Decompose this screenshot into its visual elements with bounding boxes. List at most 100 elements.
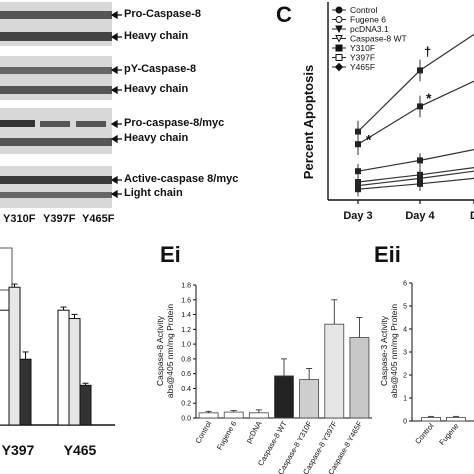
blot-label-heavy-chain-3: Heavy chain: [124, 132, 189, 144]
chart-ei-y-tick-label: 1.2: [181, 327, 191, 334]
chart-c-legend-label: Control: [350, 5, 378, 15]
chart-ei-x-tick-label: Caspase-8 Y397F: [301, 419, 339, 474]
lane-label-y397f: Y397F: [43, 213, 76, 225]
chart-c-annotation-star: *: [366, 131, 372, 147]
chart-ei-x-tick-label: Fugene 6: [215, 420, 239, 452]
chart-ei-bar: [349, 337, 370, 419]
chart-c-legend-marker: [335, 16, 343, 23]
chart-ei-ylabel: Caspase-8 Activity: [155, 315, 165, 386]
chart-d-legend-box: [0, 247, 13, 291]
chart-c-annotation-dagger: †: [424, 44, 431, 59]
chart-ei-y-tick-label: 0.2: [181, 401, 191, 408]
blot-label-light-chain: Light chain: [124, 187, 183, 199]
chart-c-point: [417, 175, 423, 182]
chart-d-bar: [57, 309, 70, 426]
blot-label-heavy-chain-1: Heavy chain: [124, 30, 189, 42]
chart-c-legend-label: Fugene 6: [350, 15, 386, 25]
chart-c-legend-marker: [334, 62, 344, 72]
chart-d-category-label: Y397: [2, 442, 35, 458]
lane-label-y310f: Y310F: [3, 213, 36, 225]
chart-c-axes: Day 3 Day 4 D: [327, 2, 474, 222]
chart-ei-x-tick-label: Caspase-8 Y465F: [326, 419, 364, 474]
lane-label-y465f: Y465F: [82, 213, 115, 225]
chart-ei-x-tick-label: pcDNA: [244, 420, 264, 445]
blot-panel-3: [0, 108, 112, 154]
panel-letter-c: C: [276, 2, 292, 27]
chart-ei-bar: [223, 411, 244, 419]
chart-c-legend-label: pcDNA3.1: [350, 24, 389, 34]
chart-d-bar: [0, 309, 10, 426]
blot-label-heavy-chain-2: Heavy chain: [124, 83, 189, 95]
chart-c-point: [355, 141, 361, 148]
blot-label-py-caspase-8: pY-Caspase-8: [124, 63, 197, 75]
chart-d-bar: [19, 358, 32, 426]
chart-eii-x-tick-label: Control: [413, 421, 436, 446]
chart-c-legend-marker: [335, 44, 343, 52]
chart-eii-y-tick-label: 6: [403, 281, 407, 288]
chart-ei-y-tick-label: 1.6: [181, 297, 191, 304]
chart-c-point: [417, 103, 423, 110]
chart-eii-y-tick-label: 5: [403, 304, 407, 311]
chart-c-series-line: [357, 80, 474, 145]
chart-ei-x-tick-label: Caspase-8 WT: [256, 419, 289, 467]
chart-c-point: [355, 179, 361, 185]
chart-ei-y-tick-label: 0.4: [181, 386, 191, 393]
chart-c-x-tick-label: Day 4: [405, 210, 435, 222]
chart-ei-y-tick-label: 1.4: [181, 312, 191, 319]
chart-c-series-line: [357, 177, 474, 190]
chart-eii-ylabel-unit: abs@405 nm/mg Protein: [389, 304, 399, 398]
chart-c-point: [355, 182, 361, 189]
chart-c-legend-marker: [335, 54, 343, 61]
chart-ei-bar: [324, 323, 345, 419]
chart-c-legend-label: Y310F: [350, 43, 375, 53]
chart-eii-y-tick-label: 3: [403, 350, 407, 357]
blot-panel-4: [0, 166, 112, 208]
panel-letter-eii: Eii: [374, 242, 401, 267]
chart-c-series-line: [357, 170, 474, 187]
chart-d-bar: [68, 318, 81, 426]
chart-eii-y-tick-label: 0: [403, 419, 407, 426]
chart-ei-x-tick-label: Control: [193, 419, 213, 445]
chart-c-legend-marker: [335, 25, 343, 34]
chart-ei-bar: [274, 375, 294, 419]
chart-ei-y-tick-label: 0.0: [181, 416, 191, 423]
blot-panel-1: [0, 2, 112, 46]
chart-c-legend-label: Y397F: [350, 53, 375, 63]
chart-eii-bar: [421, 417, 441, 422]
chart-c-legend-marker: [335, 35, 343, 43]
chart-c-series-line: [357, 167, 474, 183]
chart-c-legend-marker: [335, 6, 343, 14]
chart-eii-y-tick-label: 4: [403, 327, 407, 334]
chart-c-legend-label: Caspase-8 WT: [350, 34, 407, 44]
chart-eii-bar: [446, 417, 466, 422]
panel-letter-ei: Ei: [160, 242, 181, 267]
chart-c-series: † * *: [355, 33, 474, 197]
chart-c-point: [355, 168, 361, 175]
chart-d-bar: [8, 286, 21, 426]
chart-c-point: [355, 128, 361, 135]
chart-eii-y-tick-label: 1: [403, 396, 407, 403]
chart-c-point: [417, 171, 423, 178]
chart-ei-bar: [299, 379, 320, 419]
chart-ei-y-tick-label: 0.6: [181, 371, 191, 378]
chart-ei-y-tick-label: 0.8: [181, 356, 191, 363]
chart-c-legend-label: Y465F: [350, 62, 375, 72]
chart-eii-x-tick-label: Fugene: [437, 422, 460, 447]
blot-label-pro-caspase-8: Pro-Caspase-8: [124, 8, 202, 20]
chart-eii-y-tick-label: 2: [403, 373, 407, 380]
chart-ei-bar: [198, 412, 219, 419]
chart-c-x-tick-label: D: [470, 210, 474, 222]
blot-label-pro-caspase-8-myc: Pro-caspase-8/myc: [124, 117, 225, 129]
chart-ei-ylabel-unit: abs@405 nm/mg Protein: [165, 304, 175, 398]
chart-c-point: [417, 67, 423, 74]
chart-d-category-label: Y465: [64, 442, 97, 458]
chart-d-bar: [79, 384, 92, 426]
blot-panel-2: [0, 56, 112, 100]
chart-c-series-line: [357, 33, 474, 133]
chart-c-point: [417, 157, 423, 164]
chart-eii-ylabel: Caspase-3 Activity: [379, 315, 389, 386]
chart-ei-y-tick-label: 1.0: [181, 342, 191, 349]
chart-ei-bar: [248, 412, 269, 419]
chart-c-point: [355, 186, 361, 193]
